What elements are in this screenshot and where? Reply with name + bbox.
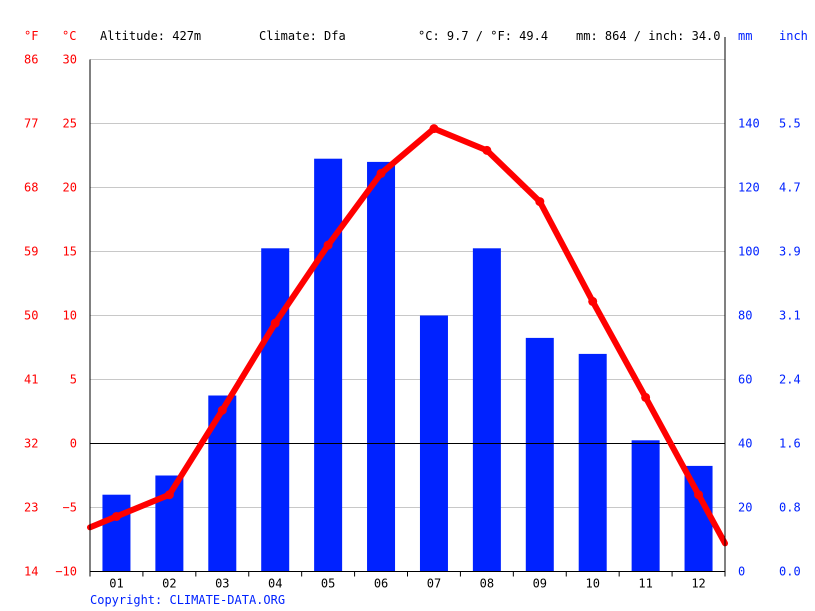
- fahrenheit-unit-label: °F: [24, 29, 38, 43]
- tick-label-f: 77: [24, 117, 38, 131]
- tick-label-mm: 140: [738, 117, 760, 131]
- temperature-line: [87, 124, 728, 547]
- tick-label-c: 10: [63, 309, 77, 323]
- precipitation-bars: [102, 158, 713, 572]
- tick-label-mm: 60: [738, 373, 752, 387]
- temp-point-12: [694, 490, 704, 500]
- copyright-label: Copyright: CLIMATE-DATA.ORG: [90, 593, 285, 607]
- temp-point-06: [376, 168, 386, 178]
- month-label-07: 07: [427, 577, 441, 591]
- temp-point-08: [482, 145, 492, 155]
- tick-label-mm: 0: [738, 565, 745, 579]
- tick-label-inch: 3.9: [779, 245, 801, 259]
- month-label-10: 10: [585, 577, 599, 591]
- tick-label-inch: 2.4: [779, 373, 801, 387]
- tick-label-f: 41: [24, 373, 38, 387]
- temp-point-02: [164, 490, 174, 500]
- tick-label-c: 15: [63, 245, 77, 259]
- tick-label-inch: 1.6: [779, 437, 801, 451]
- tick-label-c: −5: [63, 501, 77, 515]
- month-label-04: 04: [268, 577, 282, 591]
- month-label-02: 02: [162, 577, 176, 591]
- tick-label-mm: 80: [738, 309, 752, 323]
- tick-label-mm: 40: [738, 437, 752, 451]
- month-label-08: 08: [480, 577, 494, 591]
- tick-label-inch: 0.0: [779, 565, 801, 579]
- axes: [89, 37, 726, 577]
- celsius-unit-label: °C: [62, 29, 76, 43]
- precip-bar-09: [525, 337, 554, 572]
- tick-label-inch: 4.7: [779, 181, 801, 195]
- temp-point-07: [429, 124, 439, 134]
- tick-label-inch: 5.5: [779, 117, 801, 131]
- temp-point-09: [535, 197, 545, 207]
- mm-unit-label: mm: [738, 29, 752, 43]
- temp-point-10: [588, 296, 598, 306]
- tick-label-f: 14: [24, 565, 38, 579]
- precip-bar-08: [472, 248, 501, 572]
- tick-label-f: 32: [24, 437, 38, 451]
- month-label-09: 09: [533, 577, 547, 591]
- tick-label-c: −10: [55, 565, 77, 579]
- precip-bar-04: [261, 248, 290, 572]
- temperature-polyline: [87, 125, 728, 547]
- tick-label-c: 20: [63, 181, 77, 195]
- tick-label-mm: 20: [738, 501, 752, 515]
- tick-label-f: 50: [24, 309, 38, 323]
- precip-total-label: mm: 864 / inch: 34.0: [576, 29, 721, 43]
- tick-label-inch: 0.8: [779, 501, 801, 515]
- grid-lines: [90, 59, 725, 508]
- tick-label-mm: 100: [738, 245, 760, 259]
- temp-point-03: [217, 405, 227, 415]
- inch-unit-label: inch: [779, 29, 808, 43]
- month-label-06: 06: [374, 577, 388, 591]
- temp-point-01: [111, 511, 121, 521]
- temp-point-11: [641, 392, 651, 402]
- tick-label-c: 5: [70, 373, 77, 387]
- tick-label-c: 0: [70, 437, 77, 451]
- precip-bar-06: [367, 161, 396, 572]
- tick-label-mm: 120: [738, 181, 760, 195]
- tick-label-c: 25: [63, 117, 77, 131]
- precip-bar-01: [102, 494, 131, 572]
- month-label-01: 01: [109, 577, 123, 591]
- tick-label-f: 68: [24, 181, 38, 195]
- month-label-12: 12: [691, 577, 705, 591]
- tick-label-f: 59: [24, 245, 38, 259]
- tick-labels: 86 30 77 25 68 20 59 15 50 10 41 5 32 0 23 −5 14 −10 140 5.…: [24, 53, 801, 591]
- precip-bar-11: [631, 440, 660, 572]
- climate-label: Climate: Dfa: [259, 29, 346, 43]
- precip-bar-10: [578, 353, 607, 572]
- tick-label-inch: 3.1: [779, 309, 801, 323]
- temp-point-04: [270, 318, 280, 328]
- tick-label-c: 30: [63, 53, 77, 67]
- altitude-label: Altitude: 427m: [100, 29, 201, 43]
- tick-label-f: 86: [24, 53, 38, 67]
- month-label-03: 03: [215, 577, 229, 591]
- month-label-05: 05: [321, 577, 335, 591]
- avg-temp-label: °C: 9.7 / °F: 49.4: [418, 29, 548, 43]
- tick-label-f: 23: [24, 501, 38, 515]
- month-label-11: 11: [638, 577, 652, 591]
- temp-point-05: [323, 240, 333, 250]
- precip-bar-05: [314, 158, 343, 572]
